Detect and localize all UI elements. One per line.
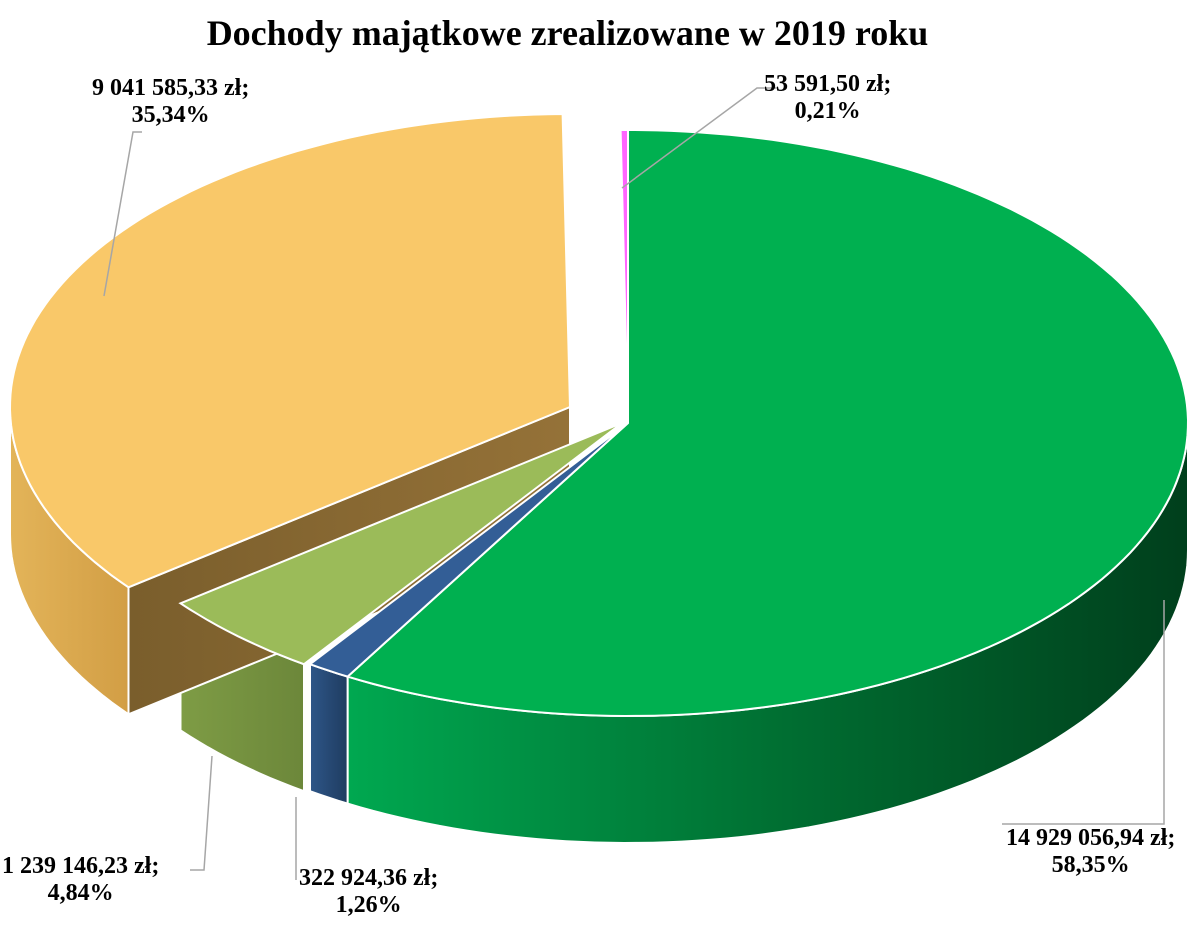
- data-label-slice-4: 53 591,50 zł; 0,21%: [764, 71, 891, 125]
- pie-slice-4: [619, 129, 629, 424]
- pie-slice-3: [8, 112, 572, 589]
- leader-line-0: [1002, 600, 1165, 825]
- data-label-slice-2: 1 239 146,23 zł; 4,84%: [2, 853, 159, 907]
- data-label-percent: 0,21%: [794, 98, 861, 124]
- leader-line-2: [190, 755, 213, 871]
- data-label-slice-3: 9 041 585,33 zł; 35,34%: [92, 75, 249, 129]
- chart-title: Dochody majątkowe zrealizowane w 2019 ro…: [206, 13, 929, 53]
- data-label-value: 322 924,36 zł;: [299, 865, 439, 891]
- data-label-value: 1 239 146,23 zł;: [2, 853, 160, 879]
- pie-slice-side-1: [309, 662, 349, 805]
- data-label-slice-1: 322 924,36 zł; 1,26%: [299, 865, 438, 919]
- data-label-value: 14 929 056,94 zł;: [1006, 825, 1176, 851]
- pie-slice-2: [178, 422, 623, 666]
- data-label-percent: 58,35%: [1051, 852, 1130, 878]
- pie-slice-1: [307, 422, 629, 678]
- pie-slice-0: [345, 128, 1190, 718]
- data-label-percent: 4,84%: [47, 880, 114, 906]
- data-label-value: 53 591,50 zł;: [764, 71, 892, 97]
- data-label-value: 9 041 585,33 zł;: [92, 75, 250, 101]
- leader-line-3: [103, 131, 142, 297]
- leader-line-4: [621, 87, 778, 189]
- data-label-percent: 35,34%: [131, 102, 210, 128]
- data-label-percent: 1,26%: [335, 892, 402, 918]
- data-label-slice-0: 14 929 056,94 zł; 58,35%: [1006, 825, 1175, 879]
